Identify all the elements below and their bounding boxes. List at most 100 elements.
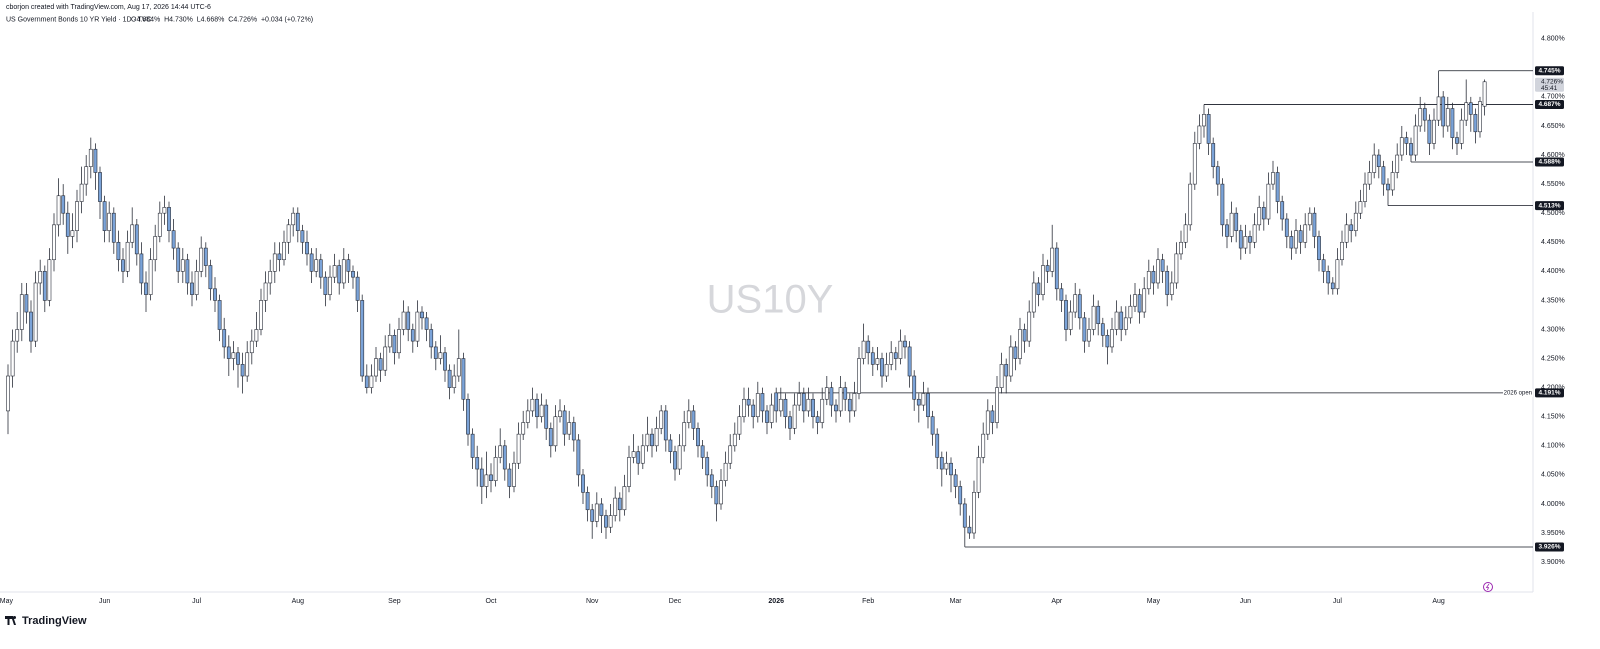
candle-body	[433, 346, 438, 359]
candle-body	[944, 462, 949, 470]
candle-body	[645, 433, 650, 447]
candle-body	[838, 387, 843, 412]
x-tick-label: Mar	[950, 598, 963, 605]
candle-body	[369, 375, 374, 388]
candle-body	[1206, 114, 1211, 144]
candle-body	[502, 445, 507, 470]
level-badge	[1535, 388, 1564, 398]
candle-body	[364, 375, 369, 388]
candle-body	[797, 393, 802, 406]
candle-body	[1031, 282, 1036, 313]
y-tick-label: 4.350%	[1541, 297, 1565, 304]
candle-body	[1266, 183, 1271, 220]
candle-body	[815, 416, 820, 423]
candle-body	[861, 340, 866, 359]
x-tick-label: Nov	[586, 598, 599, 605]
candle-body	[130, 224, 135, 243]
candle-body	[682, 422, 687, 447]
candle-body	[677, 445, 682, 470]
candle-body	[1317, 236, 1321, 261]
candle-body	[1473, 114, 1478, 133]
candle-body	[1289, 236, 1294, 249]
candle-body	[134, 224, 139, 255]
candle-body	[783, 398, 788, 418]
candle-body	[397, 329, 401, 354]
candle-body	[1179, 241, 1183, 255]
y-tick-label: 4.200%	[1541, 384, 1565, 391]
candle-body	[121, 259, 125, 272]
candle-body	[516, 433, 521, 464]
candle-body	[737, 416, 742, 435]
y-tick-label: 4.250%	[1541, 355, 1565, 362]
candle-body	[1404, 137, 1409, 144]
candle-body	[535, 398, 539, 418]
candle-body	[1165, 271, 1170, 295]
candle-body	[1004, 364, 1009, 377]
candle-body	[1395, 154, 1400, 173]
candle-body	[139, 253, 144, 284]
candle-body	[429, 329, 434, 348]
candle-body	[1409, 143, 1413, 156]
candle-body	[1330, 282, 1335, 290]
y-tick-label: 4.100%	[1541, 443, 1565, 450]
candle-body	[47, 259, 52, 301]
candle-body	[447, 369, 452, 388]
candle-body	[1105, 335, 1110, 348]
candle-body	[719, 480, 723, 505]
last-price-label: 4.726%	[1541, 78, 1563, 85]
candle-body	[847, 398, 852, 412]
candle-body	[15, 329, 20, 342]
candle-body	[6, 375, 10, 412]
level-badge	[1535, 66, 1564, 76]
candle-body	[1445, 108, 1450, 127]
candle-body	[79, 183, 84, 202]
candle-body	[323, 276, 328, 295]
x-tick-label: Dec	[669, 598, 682, 605]
candle-body	[374, 358, 378, 377]
level-lines	[776, 70, 1533, 548]
candle-body	[893, 352, 898, 359]
candle-body	[1326, 271, 1331, 284]
candle-body	[1036, 282, 1041, 295]
x-tick-label: May	[0, 598, 13, 605]
candle-body	[590, 509, 595, 522]
candle-body	[1312, 212, 1317, 237]
candle-body	[346, 259, 351, 272]
candle-body	[171, 230, 176, 249]
candle-body	[1068, 311, 1073, 330]
y-tick-label: 4.400%	[1541, 268, 1565, 275]
candle-body	[935, 433, 940, 458]
candle-body	[1050, 247, 1055, 272]
candle-body	[728, 445, 733, 464]
y-tick-label: 4.800%	[1541, 36, 1565, 43]
candle-body	[93, 148, 98, 173]
candle-body	[613, 497, 618, 516]
candle-body	[1100, 323, 1105, 336]
y-tick-label: 4.500%	[1541, 210, 1565, 217]
candle-body	[1464, 102, 1469, 121]
candle-body	[222, 329, 227, 348]
candle-body	[180, 259, 185, 272]
candle-body	[337, 265, 342, 284]
candle-body	[1418, 108, 1423, 127]
candle-body	[98, 172, 102, 202]
candle-body	[857, 358, 861, 394]
candle-body	[792, 404, 797, 429]
candle-body	[10, 340, 15, 377]
candle-body	[1243, 236, 1248, 249]
candle-body	[760, 393, 765, 412]
candle-body	[1073, 294, 1078, 313]
candle-body	[401, 311, 406, 330]
candle-body	[1367, 172, 1372, 185]
candle-body	[61, 195, 66, 214]
candle-body	[1119, 311, 1124, 330]
candle-body	[567, 422, 572, 435]
candle-body	[420, 311, 424, 319]
candle-body	[1146, 271, 1151, 290]
candle-body	[972, 492, 976, 534]
candle-body	[1123, 317, 1128, 330]
candle-body	[1059, 288, 1064, 301]
